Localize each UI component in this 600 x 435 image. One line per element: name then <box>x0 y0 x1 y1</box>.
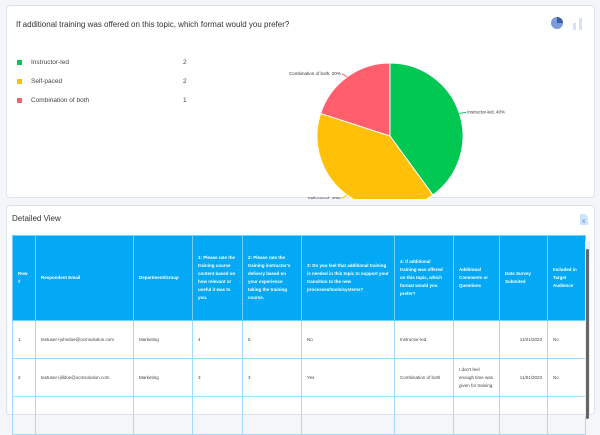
label-leader <box>341 73 348 78</box>
legend-swatch <box>17 79 22 84</box>
table-cell <box>394 396 454 435</box>
table-cell <box>133 396 193 435</box>
table-cell: Combination of both <box>394 358 454 397</box>
data-label: Instructor-led, 40% <box>467 110 505 115</box>
table-cell: No <box>547 320 586 359</box>
table-cell: Marketing <box>133 320 193 359</box>
legend-label: Self-paced <box>31 78 63 85</box>
column-header[interactable]: Row # <box>12 235 36 321</box>
table-cell: Instructor-led <box>394 320 454 359</box>
legend-swatch <box>17 98 22 103</box>
table-cell: Yes <box>301 358 395 397</box>
table-cell: 11/01/2023 <box>499 320 548 359</box>
chart-card: If additional training was offered on th… <box>6 5 595 199</box>
table-cell: testuser+johndoe@ocmsolution.com <box>35 320 134 359</box>
table-cell: 11/01/2023 <box>499 358 548 397</box>
table-cell <box>242 396 302 435</box>
svg-text:X: X <box>582 219 586 225</box>
table-cell: 2 <box>12 358 36 397</box>
pie-chart-icon[interactable] <box>550 16 564 30</box>
label-leader <box>341 194 348 199</box>
label-leader <box>459 111 467 114</box>
detailed-view-card: Detailed View X Row # Respondent Email Dep… <box>6 205 595 435</box>
column-header[interactable]: 3: Do you feel that additional training … <box>301 235 395 321</box>
table-cell: testuser+jilldoe@ocmsolution.com <box>35 358 134 397</box>
bar-chart-icon[interactable] <box>572 16 584 30</box>
table-cell <box>547 396 586 435</box>
legend-item[interactable]: Combination of both 1 <box>17 97 187 104</box>
table-cell <box>12 396 36 435</box>
detailed-view-title: Detailed View <box>12 214 61 223</box>
legend-item[interactable]: Instructor-led 2 <box>17 59 187 66</box>
legend-item[interactable]: Self-paced 2 <box>17 78 187 85</box>
table-row: 1 testuser+johndoe@ocmsolution.com Marketi… <box>12 320 586 359</box>
legend-label: Instructor-led <box>31 59 69 66</box>
table-cell <box>499 396 548 435</box>
table-cell <box>301 396 395 435</box>
column-header[interactable]: 2: Please rate the training instructor's… <box>242 235 302 321</box>
table-row <box>12 396 586 435</box>
column-header[interactable]: Additional Comments or Questions <box>453 235 500 321</box>
table-row: 2 testuser+jilldoe@ocmsolution.com Marketi… <box>12 358 586 397</box>
detail-table: Row # Respondent Email Department/Group 1: … <box>12 235 586 435</box>
pie-slice[interactable] <box>389 62 464 196</box>
data-label: Self-paced, 40% <box>308 196 341 199</box>
table-cell <box>453 320 500 359</box>
table-cell: 3 <box>192 358 243 397</box>
table-cell: No <box>301 320 395 359</box>
table-scrollbar[interactable] <box>585 241 590 419</box>
column-header[interactable]: Date Survey Submited <box>499 235 548 321</box>
legend-swatch <box>17 60 22 65</box>
table-cell: 1 <box>12 320 36 359</box>
column-header[interactable]: Respondent Email <box>35 235 134 321</box>
pie-chart: Instructor-led, 40% Self-paced, 40% Combin… <box>289 62 505 199</box>
legend-count: 1 <box>183 97 187 104</box>
data-label: Combination of both, 20% <box>289 71 341 76</box>
table-cell: Marketing <box>133 358 193 397</box>
pie-slice[interactable] <box>316 112 434 199</box>
excel-export-icon[interactable]: X <box>580 214 588 225</box>
column-header[interactable]: Department/Group <box>133 235 193 321</box>
table-cell <box>35 396 134 435</box>
column-header[interactable]: 1: Please rate the training course conte… <box>192 235 243 321</box>
table-cell: 5 <box>242 320 302 359</box>
table-cell: I don't feel enough time was given for t… <box>453 358 500 397</box>
chart-title: If additional training was offered on th… <box>16 20 290 29</box>
table-cell: 3 <box>242 358 302 397</box>
table-cell: No <box>547 358 586 397</box>
legend-label: Combination of both <box>31 97 90 104</box>
table-cell <box>192 396 243 435</box>
legend-count: 2 <box>183 59 187 66</box>
legend-count: 2 <box>183 78 187 85</box>
table-cell <box>453 396 500 435</box>
table-cell: 4 <box>192 320 243 359</box>
pie-slice[interactable] <box>319 62 391 137</box>
column-header[interactable]: Included in Target Audience <box>547 235 586 321</box>
column-header[interactable]: 4: If additional training was offered on… <box>394 235 454 321</box>
